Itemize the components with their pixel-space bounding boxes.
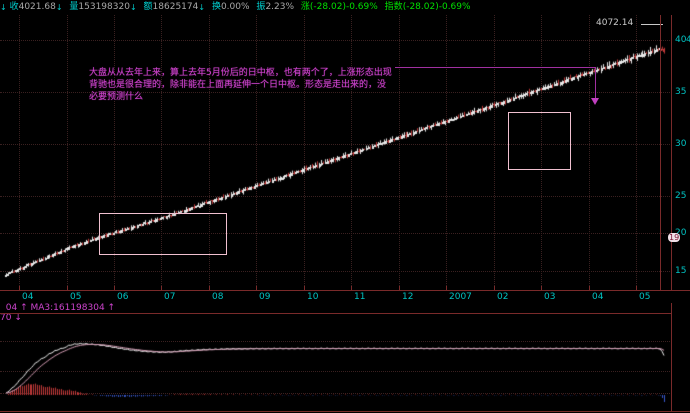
x-axis-tick: [19, 286, 20, 291]
quote-label-amplitude: 振: [256, 2, 266, 12]
y-axis-label: 20: [675, 228, 687, 238]
annotation-pointer-vertical: [595, 67, 596, 100]
x-axis-tick: [67, 286, 68, 291]
y-axis-label: 35: [675, 87, 687, 97]
x-axis-tick: [494, 286, 495, 291]
quote-value-volume: 153198320: [78, 2, 130, 12]
y-axis-label: 25: [675, 191, 687, 201]
x-axis: [0, 290, 690, 291]
quote-value-change: (-28.02)-0.69%: [309, 2, 378, 12]
x-axis-tick: [541, 286, 542, 291]
quote-arrow-amount: ↓: [198, 3, 206, 12]
x-axis-tick: [161, 286, 162, 291]
annotation-pointer-line: [395, 67, 595, 68]
y-axis-label: 15: [675, 266, 687, 276]
x-axis-label: 04: [592, 292, 604, 302]
y-axis-label: 30: [675, 139, 687, 149]
price-axis-right: [671, 15, 672, 290]
highlight-box-first-centre[interactable]: [99, 213, 227, 255]
cursor-vertical-line: [660, 15, 661, 290]
quote-value-close: 4021.68: [18, 2, 56, 12]
quote-value-amplitude: 2.23%: [265, 2, 295, 12]
y-axis-label-edge: 4: [686, 35, 690, 45]
quote-arrow-volume: ↓: [129, 3, 137, 12]
macd-canvas: [0, 303, 690, 413]
annotation-line-2: 背驰也是很合理的，除非能在上面再延伸一个日中枢。形态是走出来的，没: [89, 80, 387, 90]
quote-bar: ↓ 收4021.68↓ 量153198320↓ 额18625174↓ 换0.00…: [0, 0, 690, 15]
quote-value-amount: 18625174: [152, 2, 199, 12]
annotation-line-1: 大盘从从去年上来，算上去年5月份后的日中枢，也有两个了，上涨形态出现: [89, 68, 392, 78]
x-axis-tick: [446, 286, 447, 291]
quote-label-volume: 量: [69, 2, 79, 12]
quote-value-turnover: 0.00%: [220, 2, 250, 12]
x-axis-label: 03: [544, 292, 556, 302]
x-axis-tick: [589, 286, 590, 291]
x-axis-label: 10: [307, 292, 319, 302]
x-axis-label: 11: [354, 292, 366, 302]
indicator-axis-right: [671, 303, 672, 411]
x-axis-label: 12: [402, 292, 414, 302]
x-axis-label: 02: [497, 292, 509, 302]
x-axis-label: 05: [639, 292, 651, 302]
indicator-panel[interactable]: 04 ↑ MA3:161198304 ↑ 70 ↓: [0, 303, 690, 413]
x-axis-tick: [351, 286, 352, 291]
candlestick-canvas: [0, 15, 690, 290]
quote-label-amount: 额: [143, 2, 153, 12]
quote-label-change: 涨: [300, 2, 310, 12]
x-axis-tick: [399, 286, 400, 291]
x-axis-tick: [636, 286, 637, 291]
x-axis-tick: [114, 286, 115, 291]
x-axis-label: 08: [212, 292, 224, 302]
x-axis-tick: [304, 286, 305, 291]
indicator-bottom-axis: [0, 411, 690, 412]
x-axis-label: 05: [70, 292, 82, 302]
x-axis-tick: [209, 286, 210, 291]
quote-arrow-close: ↓: [55, 3, 63, 12]
x-axis-tick: [256, 286, 257, 291]
highlight-box-second-centre[interactable]: [508, 112, 571, 170]
quote-label-turnover: 换: [211, 2, 221, 12]
quote-leading-arrow: ↓: [0, 3, 7, 12]
quote-value-index: (-28.02)-0.69%: [402, 2, 471, 12]
quote-label-index: 指数: [384, 2, 403, 12]
y-axis-label: 40: [675, 35, 687, 45]
last-price-leader-line: [641, 24, 663, 25]
last-price-tag: 4072.14: [596, 18, 634, 28]
x-axis-label: 07: [164, 292, 176, 302]
quote-label-close: 收: [9, 2, 19, 12]
x-axis-label: 06: [117, 292, 129, 302]
x-axis-label: 2007: [449, 292, 472, 302]
x-axis-label: 04: [22, 292, 34, 302]
x-axis-label: 09: [259, 292, 271, 302]
last-price-badge: 19: [668, 233, 681, 242]
annotation-line-3: 必要预测什么: [89, 92, 144, 102]
price-panel[interactable]: 40 35 30 25 20 15 4 4072.14 19 大盘从从去年上来，…: [0, 15, 690, 290]
annotation-arrow-icon: [591, 98, 599, 105]
